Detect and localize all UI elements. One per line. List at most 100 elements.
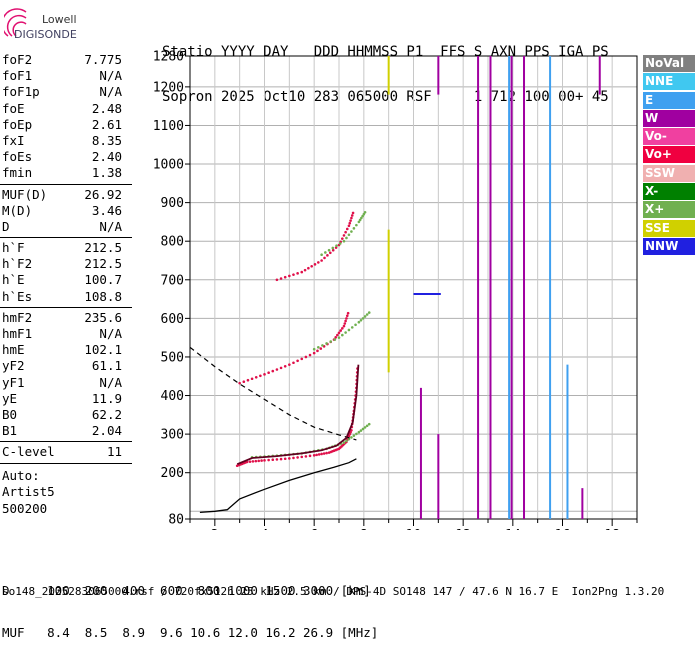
echo-point (275, 368, 279, 371)
y-tick-label: 600 (161, 312, 184, 327)
param-separator (0, 462, 132, 464)
echo-point (279, 366, 283, 370)
y-tick-label: 700 (161, 273, 184, 288)
legend-item: SSE (643, 219, 695, 237)
legend-item: Vo+ (643, 146, 695, 164)
y-tick-label: 800 (161, 235, 184, 250)
logo-arcs (4, 8, 27, 37)
param-value: 2.61 (91, 116, 122, 132)
param-label: h`F (2, 240, 25, 256)
echo-point (327, 248, 331, 252)
echo-point (344, 230, 347, 234)
legend-item: X+ (643, 201, 695, 219)
echo-point (361, 317, 365, 320)
param-value: 1.38 (91, 165, 122, 181)
echo-point (360, 216, 363, 220)
echo-point (350, 214, 354, 217)
logo-lowell: Lowell (42, 13, 77, 26)
echo-point (350, 230, 353, 233)
param-label: B1 (2, 423, 18, 439)
echo-point (250, 377, 254, 381)
echo-point (283, 364, 287, 368)
echo-point (367, 311, 371, 314)
param-row: B0 62.2 (0, 407, 132, 423)
echo-point (310, 264, 313, 268)
param-separator (0, 183, 132, 185)
x-tick-label: 2 (211, 528, 219, 530)
param-row: D N/A (0, 219, 132, 235)
legend-item: W (643, 109, 695, 127)
echo-point (363, 210, 367, 214)
y-tick-label: 200 (161, 466, 184, 481)
echo-point (324, 251, 327, 254)
param-value: 7.775 (84, 52, 122, 67)
digisonde-logo: Lowell DIGISONDE (4, 8, 77, 41)
echo-point (346, 311, 350, 315)
echo-point (357, 430, 361, 434)
echo-point (345, 317, 348, 320)
param-row: foF1p N/A (0, 84, 132, 100)
y-tick-label: 300 (161, 428, 184, 443)
echo-point (337, 336, 341, 339)
echo-point (300, 357, 304, 361)
param-value: N/A (99, 374, 122, 390)
param-label: B0 (2, 406, 18, 422)
x-tick-label: 14 (505, 528, 521, 530)
param-label: yF2 (2, 358, 25, 374)
echo-point (347, 328, 351, 332)
echo-point (351, 211, 355, 215)
echo-point (367, 422, 371, 426)
model-curve (189, 346, 357, 441)
muf-table: D 100 200 400 600 800 1000 1500 3000 [km… (2, 556, 378, 654)
x-tick-label: 18 (604, 528, 620, 530)
param-value: 61.1 (91, 358, 122, 374)
echo-point (339, 329, 342, 332)
echo-point (355, 432, 358, 436)
param-row: M(D) 3.46 (0, 203, 132, 219)
x-tick-label: 12 (455, 528, 471, 530)
echo-point (352, 227, 356, 230)
param-value: 100.7 (84, 272, 122, 288)
echo-point (271, 369, 275, 373)
y-tick-label: 1200 (153, 80, 184, 95)
echo-point (275, 278, 279, 282)
echo-point (365, 424, 369, 428)
param-label: foF2 (2, 52, 33, 67)
echo-point (313, 263, 317, 266)
y-tick-label: 400 (161, 389, 184, 404)
echo-point (337, 331, 341, 335)
echo-point (331, 248, 335, 252)
param-label: foE (2, 100, 25, 116)
echo-point (279, 277, 283, 280)
y-tick-label: 1280 (153, 50, 184, 65)
param-label: M(D) (2, 202, 33, 218)
echo-point (288, 363, 291, 366)
echo-point (342, 441, 346, 444)
param-row: h`F2 212.5 (0, 256, 132, 272)
echo-point (263, 373, 266, 376)
echo-point (271, 458, 275, 462)
echo-point (300, 455, 304, 459)
param-label: h`E (2, 272, 25, 288)
param-value: 62.2 (91, 406, 122, 422)
echo-point (363, 315, 367, 318)
param-row: B1 2.04 (0, 423, 132, 439)
legend-item: NoVal (643, 55, 695, 72)
echo-point (267, 458, 270, 462)
echo-point (317, 261, 320, 264)
echo-point (352, 434, 356, 437)
echo-point (347, 437, 351, 441)
echo-point (355, 223, 358, 227)
echo-point (296, 272, 299, 275)
echo-point (362, 212, 366, 216)
echo-point (333, 338, 337, 341)
echo-point (347, 233, 351, 237)
param-separator (0, 441, 132, 443)
echo-point (348, 221, 352, 225)
param-separator (0, 306, 132, 308)
echo-point (345, 236, 348, 240)
auto-line: Auto: (2, 467, 40, 483)
param-value: 102.1 (84, 342, 122, 358)
param-label: foEp (2, 116, 33, 132)
echo-point (292, 273, 295, 276)
